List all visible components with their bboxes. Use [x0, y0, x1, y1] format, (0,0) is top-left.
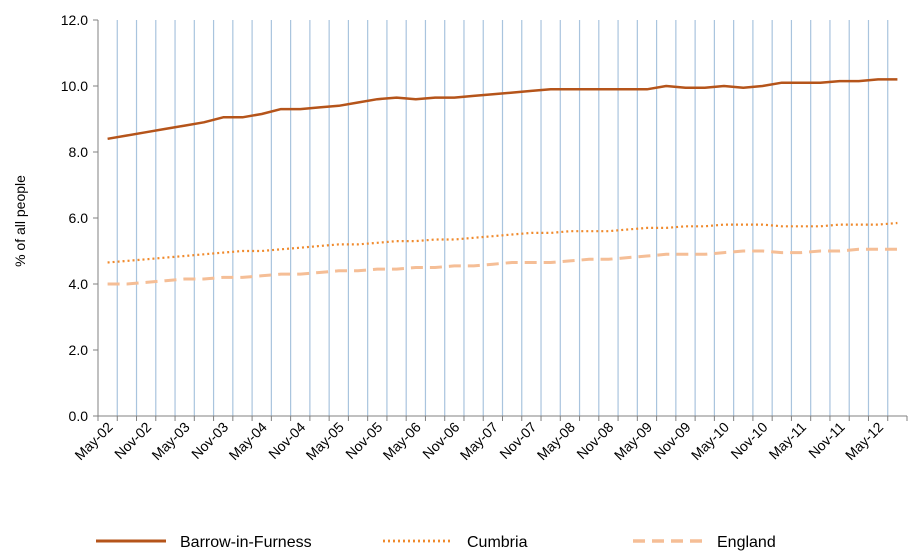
legend-label: Cumbria	[467, 534, 528, 551]
x-tick-label: Nov-09	[650, 419, 693, 462]
x-tick-label: Nov-03	[188, 419, 231, 462]
y-axis-ticks: 0.0 2.0 4.0 6.0 8.0 10.0 12.0	[61, 12, 98, 424]
legend-label: England	[717, 534, 776, 551]
y-tick-label: 2.0	[69, 342, 89, 358]
x-tick-label: May-04	[226, 419, 270, 463]
x-tick-label: May-05	[303, 419, 347, 463]
x-tick-label: Nov-07	[496, 419, 539, 462]
x-tick-label: May-06	[380, 419, 424, 463]
x-tick-label: May-11	[766, 419, 810, 463]
x-tick-label: May-12	[842, 419, 886, 463]
x-tick-label: May-09	[611, 419, 655, 463]
x-tick-label: May-03	[148, 419, 192, 463]
x-axis-ticks: May-02Nov-02May-03Nov-03May-04Nov-04May-…	[71, 416, 908, 463]
y-tick-label: 8.0	[69, 144, 89, 160]
chart-series	[107, 78, 898, 286]
y-tick-label: 10.0	[61, 78, 88, 94]
x-tick-label: Nov-11	[805, 419, 848, 462]
legend-label: Barrow-in-Furness	[180, 534, 312, 551]
vertical-gridlines	[116, 20, 889, 416]
x-tick-label: May-08	[534, 419, 578, 463]
y-tick-label: 0.0	[69, 408, 89, 424]
x-tick-label: May-07	[457, 419, 501, 463]
series-line-cumbria	[107, 221, 898, 264]
series-line-barrow-in-furness	[107, 78, 898, 141]
x-tick-label: Nov-06	[419, 419, 462, 462]
y-tick-label: 6.0	[69, 210, 89, 226]
chart-legend: Barrow-in-Furness Cumbria England	[96, 534, 776, 551]
x-tick-label: Nov-05	[342, 419, 385, 462]
x-tick-label: Nov-08	[573, 419, 616, 462]
x-tick-label: May-10	[688, 419, 732, 463]
y-tick-label: 12.0	[61, 12, 88, 28]
y-axis-title: % of all people	[12, 175, 28, 267]
y-tick-label: 4.0	[69, 276, 89, 292]
x-tick-label: Nov-02	[111, 419, 154, 462]
x-tick-label: Nov-04	[265, 419, 308, 462]
x-tick-label: May-02	[71, 419, 115, 463]
x-tick-label: Nov-10	[727, 419, 770, 462]
